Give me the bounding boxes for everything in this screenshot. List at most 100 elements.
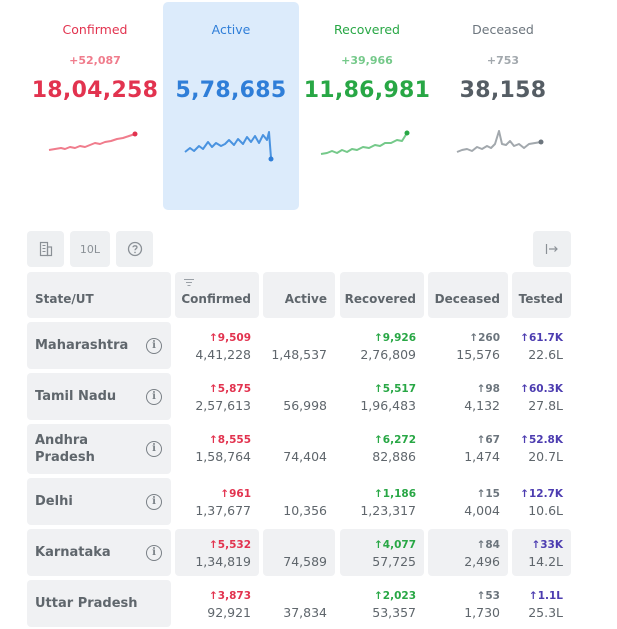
state-name: Karnataka: [35, 545, 111, 560]
confirmed-value: 1,37,677: [195, 503, 251, 518]
tested-delta: ↑1.1L: [528, 590, 563, 602]
deceased-value: 1,730: [464, 605, 500, 620]
tested-value: 25.3L: [528, 605, 563, 620]
header-confirmed[interactable]: Confirmed: [175, 272, 259, 318]
level-card-deceased[interactable]: Deceased +753 38,158: [435, 2, 571, 210]
help-icon: [127, 241, 142, 257]
recovered-delta: ↑1,186: [373, 488, 416, 500]
recovered-value: 1,96,483: [360, 398, 416, 413]
per-10-lakh-button[interactable]: 10L: [70, 231, 110, 267]
level-label-deceased: Deceased: [472, 22, 534, 37]
active-value: 74,404: [283, 449, 327, 464]
tested-delta: ↑12.7K: [520, 488, 563, 500]
active-value: 1,48,537: [271, 347, 327, 362]
tested-cell: ↑12.7K 10.6L: [512, 478, 571, 525]
info-icon[interactable]: i: [146, 441, 162, 457]
deceased-cell: ↑15 4,004: [428, 478, 508, 525]
deceased-delta: ↑53: [476, 590, 500, 602]
header-active[interactable]: Active: [263, 272, 335, 318]
level-summary: Confirmed +52,087 18,04,258 Active 5,78,…: [0, 0, 617, 215]
tested-delta: ↑60.3K: [520, 383, 563, 395]
sparkline-recovered: [320, 130, 410, 155]
tested-value: 22.6L: [528, 347, 563, 362]
level-delta-confirmed: +52,087: [69, 54, 121, 67]
state-cell[interactable]: Andhra Pradesh i: [27, 424, 171, 474]
building-icon: [39, 241, 52, 257]
level-label-confirmed: Confirmed: [62, 22, 128, 37]
recovered-cell: ↑1,186 1,23,317: [340, 478, 424, 525]
confirmed-cell: ↑9,509 4,41,228: [175, 322, 259, 369]
tested-cell: ↑33K 14.2L: [512, 529, 571, 576]
deceased-value: 4,004: [464, 503, 500, 518]
recovered-value: 53,357: [372, 605, 416, 620]
deceased-cell: ↑260 15,576: [428, 322, 508, 369]
confirmed-delta: ↑5,875: [208, 383, 251, 395]
district-toggle-button[interactable]: [27, 231, 64, 267]
recovered-cell: ↑5,517 1,96,483: [340, 373, 424, 420]
active-cell: 74,404: [263, 424, 335, 474]
recovered-value: 82,886: [372, 449, 416, 464]
active-value: 10,356: [283, 503, 327, 518]
tested-delta: ↑52.8K: [520, 434, 563, 446]
confirmed-delta: ↑9,509: [208, 332, 251, 344]
state-cell[interactable]: Uttar Pradesh: [27, 580, 171, 627]
active-value: 74,589: [283, 554, 327, 569]
tested-cell: ↑52.8K 20.7L: [512, 424, 571, 474]
header-tested[interactable]: Tested: [512, 272, 571, 318]
deceased-value: 15,576: [456, 347, 500, 362]
confirmed-value: 92,921: [207, 605, 251, 620]
deceased-cell: ↑84 2,496: [428, 529, 508, 576]
state-cell[interactable]: Tamil Nadu i: [27, 373, 171, 420]
deceased-delta: ↑260: [469, 332, 500, 344]
info-icon[interactable]: i: [146, 493, 162, 510]
level-delta-recovered: +39,966: [341, 54, 393, 67]
tested-value: 27.8L: [528, 398, 563, 413]
tested-delta: ↑61.7K: [520, 332, 563, 344]
level-card-active[interactable]: Active 5,78,685: [163, 2, 299, 210]
state-cell[interactable]: Maharashtra i: [27, 322, 171, 369]
info-icon[interactable]: i: [146, 544, 162, 561]
deceased-value: 4,132: [464, 398, 500, 413]
expand-icon: [545, 244, 558, 254]
info-icon[interactable]: i: [146, 337, 162, 354]
level-card-recovered[interactable]: Recovered +39,966 11,86,981: [299, 2, 435, 210]
recovered-delta: ↑4,077: [373, 539, 416, 551]
sparkline-confirmed: [48, 131, 138, 151]
confirmed-cell: ↑3,873 92,921: [175, 580, 259, 627]
recovered-value: 57,725: [372, 554, 416, 569]
level-card-confirmed[interactable]: Confirmed +52,087 18,04,258: [27, 2, 163, 210]
header-recovered[interactable]: Recovered: [340, 272, 424, 318]
active-value: 56,998: [283, 398, 327, 413]
confirmed-value: 4,41,228: [195, 347, 251, 362]
state-name: Delhi: [35, 494, 73, 509]
deceased-value: 2,496: [464, 554, 500, 569]
active-cell: 74,589: [263, 529, 335, 576]
deceased-cell: ↑53 1,730: [428, 580, 508, 627]
info-icon[interactable]: i: [146, 388, 162, 405]
confirmed-cell: ↑5,875 2,57,613: [175, 373, 259, 420]
tested-value: 14.2L: [528, 554, 563, 569]
level-label-active: Active: [211, 22, 251, 37]
confirmed-value: 1,58,764: [195, 449, 251, 464]
state-name: Andhra Pradesh: [35, 433, 95, 465]
active-cell: 1,48,537: [263, 322, 335, 369]
state-name: Tamil Nadu: [35, 389, 117, 404]
header-deceased[interactable]: Deceased: [428, 272, 508, 318]
active-value: 37,834: [283, 605, 327, 620]
recovered-value: 2,76,809: [360, 347, 416, 362]
state-cell[interactable]: Delhi i: [27, 478, 171, 525]
tested-cell: ↑60.3K 27.8L: [512, 373, 571, 420]
level-label-recovered: Recovered: [334, 22, 400, 37]
level-total-deceased: 38,158: [459, 78, 547, 103]
recovered-cell: ↑9,926 2,76,809: [340, 322, 424, 369]
state-cell[interactable]: Karnataka i: [27, 529, 171, 576]
deceased-cell: ↑67 1,474: [428, 424, 508, 474]
confirmed-cell: ↑5,532 1,34,819: [175, 529, 259, 576]
help-button[interactable]: [116, 231, 153, 267]
recovered-delta: ↑6,272: [373, 434, 416, 446]
level-total-recovered: 11,86,981: [303, 78, 431, 103]
active-cell: 56,998: [263, 373, 335, 420]
header-state[interactable]: State/UT: [27, 272, 171, 318]
sparkline-deceased: [456, 130, 544, 153]
expand-table-button[interactable]: [533, 231, 571, 267]
